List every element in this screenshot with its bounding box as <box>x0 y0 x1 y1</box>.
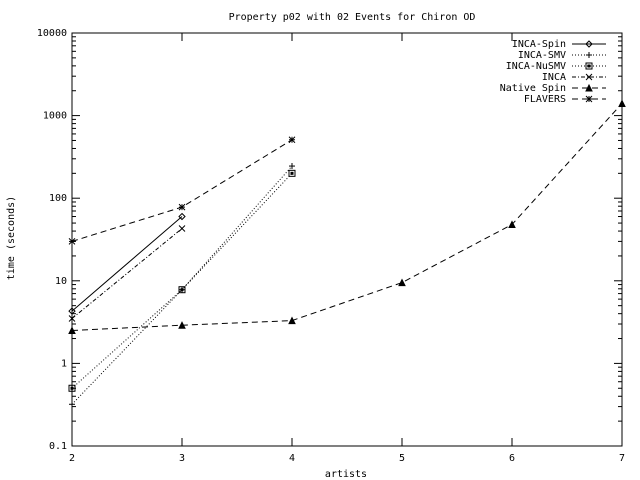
chart-title: Property p02 with 02 Events for Chiron O… <box>229 12 476 23</box>
series-line-inca <box>71 228 183 319</box>
series-inca <box>68 225 186 322</box>
data-point-inca <box>68 315 76 322</box>
legend-marker-inca-spin <box>585 40 593 48</box>
data-point-inca <box>178 225 186 232</box>
data-point-inca-nusmv <box>68 384 76 392</box>
data-point-inca-nusmv <box>178 286 186 294</box>
series-inca-spin <box>68 212 186 315</box>
series-layer <box>68 99 626 408</box>
series-line-native-spin <box>71 103 623 331</box>
series-line-inca-spin <box>71 216 183 312</box>
series-line-inca-smv <box>71 165 293 405</box>
data-point-native-spin <box>68 326 76 335</box>
x-axis-label: artists <box>325 469 367 480</box>
y-tick-label: 10 <box>55 276 67 287</box>
series-native-spin <box>68 99 626 335</box>
data-point-native-spin <box>178 321 186 329</box>
data-point-inca-spin <box>68 307 76 315</box>
legend-label-inca-nusmv: INCA-NuSMV <box>506 61 566 72</box>
legend-marker-inca <box>585 73 593 81</box>
data-point-native-spin <box>618 99 626 108</box>
legend-label-inca: INCA <box>542 72 566 83</box>
data-point-flavers <box>288 136 296 144</box>
data-point-native-spin <box>398 278 406 287</box>
series-line-flavers <box>71 139 293 242</box>
series-flavers <box>68 136 296 245</box>
data-point-native-spin <box>508 220 516 229</box>
data-point-inca-spin <box>178 212 186 221</box>
x-tick-label: 4 <box>289 453 295 464</box>
legend-marker-flavers <box>585 95 593 103</box>
series-inca-nusmv <box>68 169 296 392</box>
x-axis: 2 3 4 5 6 7 <box>69 33 625 464</box>
x-tick-label: 5 <box>399 453 405 464</box>
data-point-inca-smv <box>289 163 295 170</box>
data-point-flavers <box>178 203 186 211</box>
x-tick-label: 7 <box>619 453 625 464</box>
data-point-flavers <box>68 238 76 245</box>
data-point-inca-nusmv <box>288 169 296 177</box>
y-tick-label: 1000 <box>43 111 67 122</box>
y-axis-label: time (seconds) <box>6 196 17 280</box>
legend-marker-inca-smv <box>586 52 592 58</box>
legend-label-flavers: FLAVERS <box>524 94 566 105</box>
y-tick-label: 100 <box>49 193 67 204</box>
y-tick-label: 10000 <box>37 28 67 39</box>
x-tick-label: 3 <box>179 453 185 464</box>
series-inca-smv <box>69 163 295 408</box>
data-point-native-spin <box>288 316 296 325</box>
x-tick-label: 2 <box>69 453 75 464</box>
legend-label-inca-smv: INCA-SMV <box>518 50 566 61</box>
data-point-inca-smv <box>69 401 75 408</box>
y-tick-label: 0.1 <box>49 441 67 452</box>
legend-label-inca-spin: INCA-Spin <box>512 39 566 50</box>
y-tick-label: 1 <box>61 358 67 369</box>
legend-label-native-spin: Native Spin <box>500 83 566 94</box>
legend-marker-native-spin <box>585 83 593 92</box>
x-tick-label: 6 <box>509 453 515 464</box>
y-axis: 0.1 1 10 100 1000 10000 <box>37 28 622 452</box>
legend-marker-inca-nusmv <box>585 62 593 70</box>
